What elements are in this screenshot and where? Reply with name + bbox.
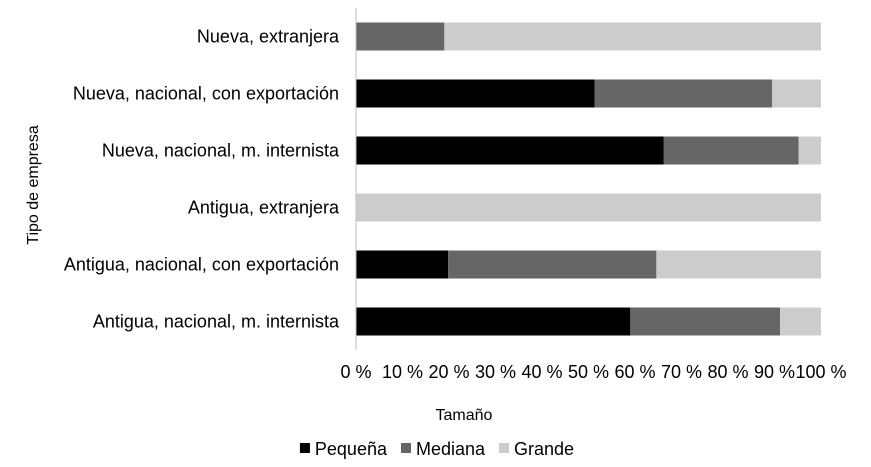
x-tick-label: 40 % <box>521 362 562 382</box>
bar-segment <box>356 22 445 51</box>
x-tick-label: 100 % <box>795 362 846 382</box>
category-label: Nueva, nacional, con exportación <box>73 84 339 104</box>
x-tick-label: 60 % <box>614 362 655 382</box>
bar-segment <box>356 307 631 336</box>
bar-segment <box>772 79 821 108</box>
bar-segment <box>594 79 773 108</box>
x-tick-label: 90 % <box>754 362 795 382</box>
legend-item: Grande <box>499 439 574 459</box>
legend: Pequeña Mediana Grande <box>299 439 574 459</box>
legend-item: Mediana <box>400 439 486 459</box>
legend-swatch <box>299 443 310 453</box>
legend-item: Pequeña <box>299 439 388 459</box>
bar-segment <box>630 307 781 336</box>
bar-segment <box>356 136 664 165</box>
x-tick-label: 20 % <box>428 362 469 382</box>
bar-segment <box>356 250 449 279</box>
bar-segment <box>663 136 799 165</box>
legend-label: Pequeña <box>315 439 388 459</box>
bar-segment <box>356 193 821 222</box>
bar-segment <box>356 79 595 108</box>
bar-segment <box>780 307 821 336</box>
x-tick-labels: 0 % 10 % 20 % 30 % 40 % 50 % 60 % 70 % 80 % 90 % 1… <box>340 362 846 382</box>
y-axis-title: Tipo de empresa <box>25 125 42 245</box>
legend-label: Grande <box>514 439 574 459</box>
legend-swatch <box>400 443 411 453</box>
x-tick-label: 0 % <box>340 362 371 382</box>
bars-group <box>356 22 821 336</box>
x-tick-label: 80 % <box>707 362 748 382</box>
x-axis-title: Tamaño <box>436 407 493 424</box>
category-labels: Nueva, extranjera Nueva, nacional, con ex… <box>64 27 340 332</box>
x-tick-label: 70 % <box>661 362 702 382</box>
bar-segment <box>656 250 821 279</box>
x-tick-label: 50 % <box>568 362 609 382</box>
category-label: Nueva, nacional, m. internista <box>102 141 340 161</box>
bar-segment <box>798 136 821 165</box>
category-label: Antigua, nacional, con exportación <box>64 255 339 275</box>
category-label: Antigua, extranjera <box>188 198 340 218</box>
x-tick-label: 30 % <box>475 362 516 382</box>
legend-swatch <box>499 443 510 453</box>
bar-segment <box>448 250 657 279</box>
legend-label: Mediana <box>416 439 486 459</box>
category-label: Nueva, extranjera <box>197 27 340 47</box>
bar-segment <box>444 22 821 51</box>
category-label: Antigua, nacional, m. internista <box>93 312 340 332</box>
x-tick-label: 10 % <box>382 362 423 382</box>
